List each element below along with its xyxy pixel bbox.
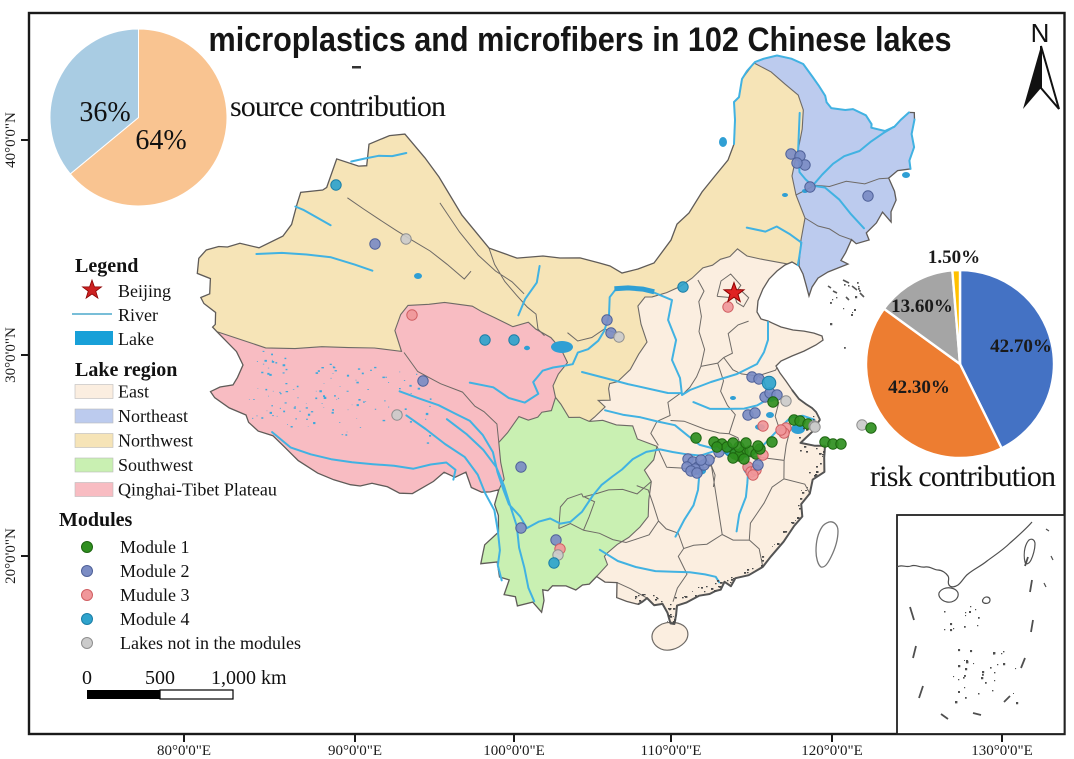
svg-text:Module 2: Module 2 — [120, 561, 190, 581]
svg-text:Module 4: Module 4 — [120, 609, 190, 629]
svg-text:Northeast: Northeast — [118, 406, 188, 426]
svg-text:Mudule 3: Mudule 3 — [120, 585, 190, 605]
svg-text:risk contribution: risk contribution — [870, 460, 1056, 493]
svg-text:River: River — [118, 305, 158, 325]
svg-text:90°0'0"E: 90°0'0"E — [328, 743, 382, 759]
svg-text:20°0'0"N: 20°0'0"N — [3, 528, 19, 584]
svg-text:500: 500 — [145, 667, 175, 689]
svg-text:Southwest: Southwest — [118, 455, 193, 475]
svg-text:Northwest: Northwest — [118, 431, 193, 451]
svg-text:80°0'0"E: 80°0'0"E — [157, 743, 211, 759]
svg-text:Legend: Legend — [75, 255, 138, 277]
svg-text:1.50%: 1.50% — [928, 247, 980, 268]
svg-text:42.70%: 42.70% — [990, 336, 1052, 357]
svg-text:42.30%: 42.30% — [888, 377, 950, 398]
svg-text:100°0'0"E: 100°0'0"E — [483, 743, 545, 759]
svg-text:East: East — [118, 382, 149, 402]
svg-text:Module 1: Module 1 — [120, 537, 190, 557]
svg-text:120°0'0"E: 120°0'0"E — [801, 743, 863, 759]
svg-text:40°0'0"N: 40°0'0"N — [3, 112, 19, 168]
svg-text:Lakes not in the modules: Lakes not in the modules — [120, 633, 301, 653]
svg-text:13.60%: 13.60% — [891, 296, 953, 317]
svg-text:1,000 km: 1,000 km — [211, 667, 287, 689]
svg-text:30°0'0"N: 30°0'0"N — [3, 327, 19, 383]
svg-text:source contribution: source contribution — [230, 90, 446, 123]
svg-text:36%: 36% — [79, 97, 130, 128]
svg-text:130°0'0"E: 130°0'0"E — [971, 743, 1033, 759]
svg-text:0: 0 — [82, 667, 92, 689]
svg-text:Lake: Lake — [118, 329, 154, 349]
svg-text:Qinghai-Tibet Plateau: Qinghai-Tibet Plateau — [118, 480, 277, 500]
svg-text:110°0'0"E: 110°0'0"E — [641, 743, 702, 759]
svg-text:64%: 64% — [135, 125, 186, 156]
svg-text:Lake region: Lake region — [75, 359, 177, 381]
svg-text:microplastics and microfibers: microplastics and microfibers in 102 Chi… — [209, 21, 952, 59]
svg-text:Beijing: Beijing — [118, 281, 171, 301]
svg-text:N: N — [1031, 18, 1050, 48]
svg-text:Modules: Modules — [59, 509, 133, 531]
